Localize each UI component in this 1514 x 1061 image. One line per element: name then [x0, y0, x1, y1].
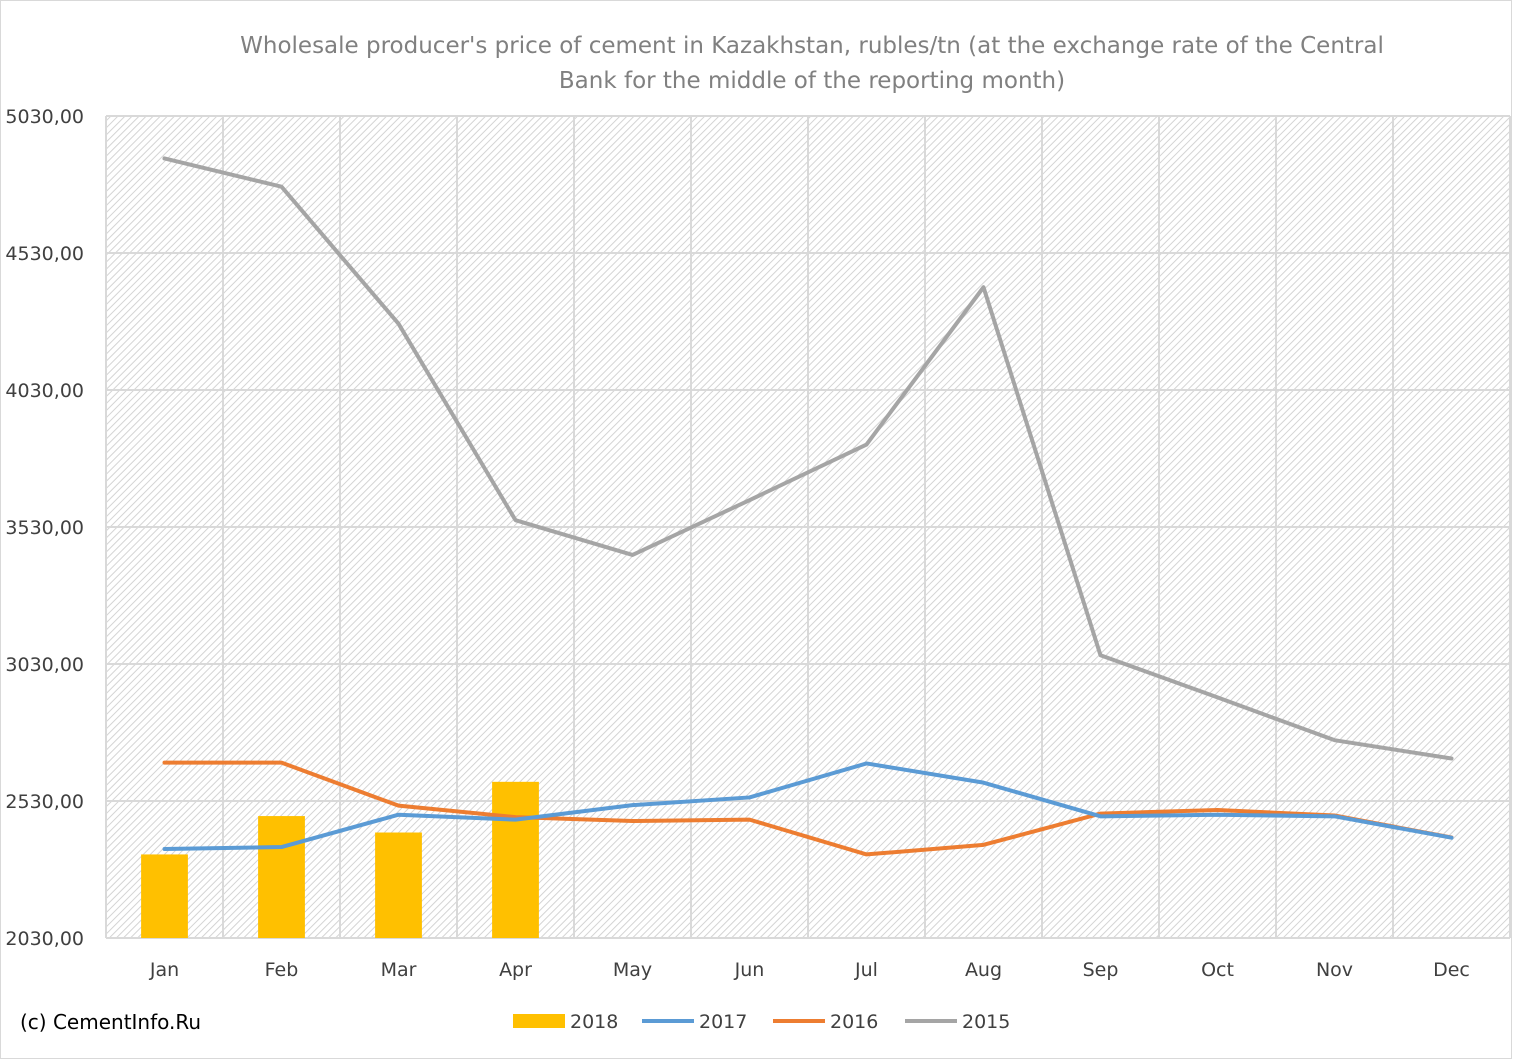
- bar-2018-Jan: [141, 854, 188, 938]
- y-tick-label: 4030,00: [5, 380, 84, 402]
- point-2016-Oct: [1217, 809, 1218, 811]
- y-tick-label: 2530,00: [5, 791, 84, 813]
- legend: 2018 2017 2016 2015: [513, 1011, 1010, 1033]
- point-2015-Aug: [983, 286, 984, 288]
- point-2015-Apr: [515, 519, 516, 521]
- legend-label-2018: 2018: [570, 1011, 618, 1033]
- point-2017-Jul: [866, 762, 867, 764]
- x-tick-label: May: [613, 959, 652, 981]
- bars-2018: [141, 781, 539, 938]
- x-tick-label: Sep: [1083, 959, 1119, 981]
- point-2016-Jul: [866, 853, 867, 855]
- y-tick-label: 5030,00: [5, 106, 84, 128]
- x-tick-label: Mar: [381, 959, 417, 981]
- point-2016-Feb: [281, 762, 282, 764]
- series-lines: [162, 156, 1454, 857]
- point-2016-Mar: [398, 805, 399, 807]
- point-2015-Nov: [1334, 739, 1335, 741]
- point-2017-Oct: [1217, 814, 1218, 816]
- y-tick-label: 3530,00: [5, 517, 84, 539]
- x-axis-ticks: Jan Feb Mar Apr May Jun Jul Aug Sep Oct Nov Dec: [149, 959, 1470, 981]
- line-series-2017: [162, 761, 1454, 851]
- legend-label-2017: 2017: [699, 1011, 747, 1033]
- x-tick-label: Dec: [1433, 959, 1470, 981]
- point-2017-Sep: [1100, 815, 1101, 817]
- line-series-2016: [162, 760, 1454, 857]
- y-tick-label: 3030,00: [5, 654, 84, 676]
- point-2017-Aug: [983, 782, 984, 784]
- legend-label-2015: 2015: [962, 1011, 1010, 1033]
- point-2017-Feb: [281, 846, 282, 848]
- point-2015-May: [632, 554, 633, 556]
- x-tick-label: Oct: [1201, 959, 1234, 981]
- point-2017-Dec: [1451, 837, 1452, 839]
- point-2016-Jun: [749, 819, 750, 821]
- point-2017-Jan: [164, 848, 165, 850]
- y-axis-ticks: 2030,00 2530,00 3030,00 3530,00 4030,00 4530,…: [5, 106, 84, 950]
- chart-title-line-1: Wholesale producer's price of cement in …: [240, 33, 1384, 59]
- point-2015-Dec: [1451, 758, 1452, 760]
- bar-2018-Feb: [258, 816, 305, 938]
- x-tick-label: Apr: [499, 959, 532, 981]
- point-2016-Apr: [515, 816, 516, 818]
- point-2015-Oct: [1217, 696, 1218, 698]
- point-2017-Mar: [398, 814, 399, 816]
- point-2015-Jul: [866, 444, 867, 446]
- point-2017-Apr: [515, 819, 516, 821]
- x-tick-label: Nov: [1316, 959, 1353, 981]
- point-2016-Sep: [1100, 813, 1101, 815]
- x-tick-label: Jan: [149, 959, 179, 981]
- x-tick-label: Jun: [734, 959, 765, 981]
- line-series-2015: [162, 156, 1454, 761]
- y-tick-label: 4530,00: [5, 243, 84, 265]
- point-2017-May: [632, 804, 633, 806]
- legend-label-2016: 2016: [830, 1011, 878, 1033]
- bar-2018-Mar: [375, 832, 422, 938]
- x-tick-label: Jul: [854, 959, 878, 981]
- point-2015-Sep: [1100, 654, 1101, 656]
- point-2015-Mar: [398, 323, 399, 325]
- chart-title-line-2: Bank for the middle of the reporting mon…: [559, 68, 1065, 94]
- point-2015-Jan: [164, 157, 165, 159]
- x-tick-label: Feb: [265, 959, 299, 981]
- point-2016-Aug: [983, 844, 984, 846]
- point-2016-May: [632, 820, 633, 822]
- y-tick-label: 2030,00: [5, 928, 84, 950]
- point-2015-Jun: [749, 499, 750, 501]
- legend-swatch-2018: [513, 1014, 565, 1028]
- point-2017-Nov: [1334, 815, 1335, 817]
- point-2015-Feb: [281, 186, 282, 188]
- point-2016-Jan: [164, 762, 165, 764]
- x-tick-label: Aug: [965, 959, 1002, 981]
- point-2017-Jun: [749, 796, 750, 798]
- bar-2018-Apr: [492, 781, 539, 938]
- credit-text: (c) CementInfo.Ru: [20, 1010, 201, 1034]
